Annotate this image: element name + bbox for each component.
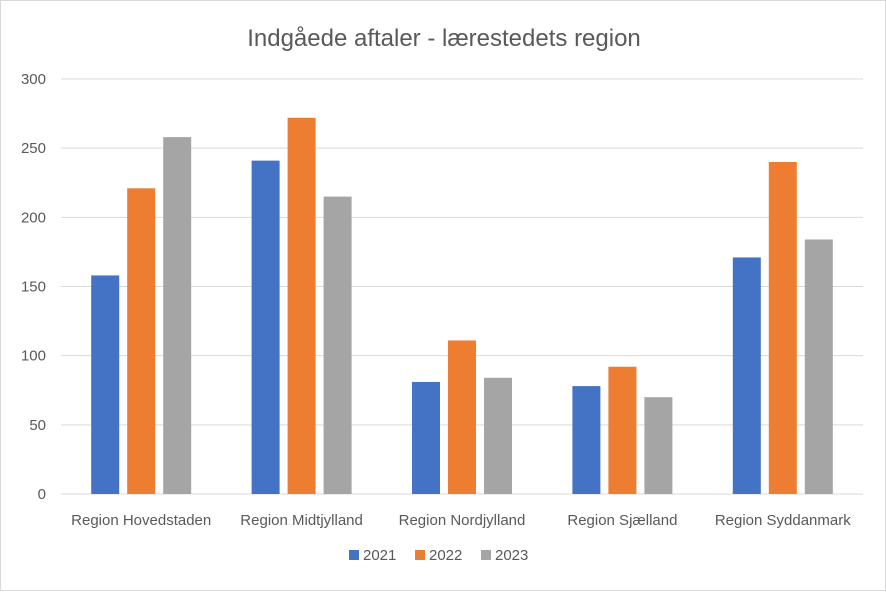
y-tick-label: 0 (38, 486, 46, 503)
y-axis: 0 50 100 150 200 250 300 (21, 71, 46, 503)
bar-2022-3 (608, 366, 637, 494)
y-tick-label: 200 (21, 209, 46, 226)
legend-swatch-2022 (415, 550, 425, 560)
legend-swatch-2021 (349, 550, 359, 560)
x-tick-label: Region Syddanmark (715, 512, 851, 529)
x-axis: Region Hovedstaden Region Midtjylland Regi… (71, 512, 851, 529)
bar-2023-2 (484, 377, 512, 494)
legend: 2021 2022 2023 (349, 547, 528, 564)
bar-2023-3 (644, 397, 673, 494)
bar-2021-2 (412, 381, 440, 494)
chart-title: Indgåede aftaler - lærestedets region (247, 25, 641, 52)
legend-swatch-2023 (481, 550, 491, 560)
bar-2021-4 (732, 257, 761, 494)
x-tick-label: Region Midtjylland (240, 512, 363, 529)
bar-2022-2 (448, 340, 476, 494)
bar-2022-4 (768, 162, 797, 494)
bars (91, 117, 833, 495)
y-tick-label: 300 (21, 71, 46, 88)
y-tick-label: 150 (21, 279, 46, 296)
bar-2022-0 (127, 188, 156, 495)
x-tick-label: Region Hovedstaden (71, 512, 211, 529)
x-tick-label: Region Nordjylland (399, 512, 526, 529)
legend-label: 2021 (363, 547, 396, 564)
bar-2021-1 (251, 160, 280, 494)
y-tick-label: 50 (29, 417, 46, 434)
bar-2021-3 (572, 386, 601, 494)
bar-2023-1 (323, 196, 352, 495)
bar-2023-0 (163, 137, 192, 494)
y-tick-label: 100 (21, 348, 46, 365)
bar-2023-4 (804, 239, 833, 494)
gridlines (61, 78, 863, 495)
bar-2021-0 (91, 275, 120, 494)
x-tick-label: Region Sjælland (567, 512, 677, 529)
legend-label: 2022 (429, 547, 462, 564)
y-tick-label: 250 (21, 140, 46, 157)
bar-2022-1 (287, 117, 316, 494)
legend-label: 2023 (495, 547, 528, 564)
